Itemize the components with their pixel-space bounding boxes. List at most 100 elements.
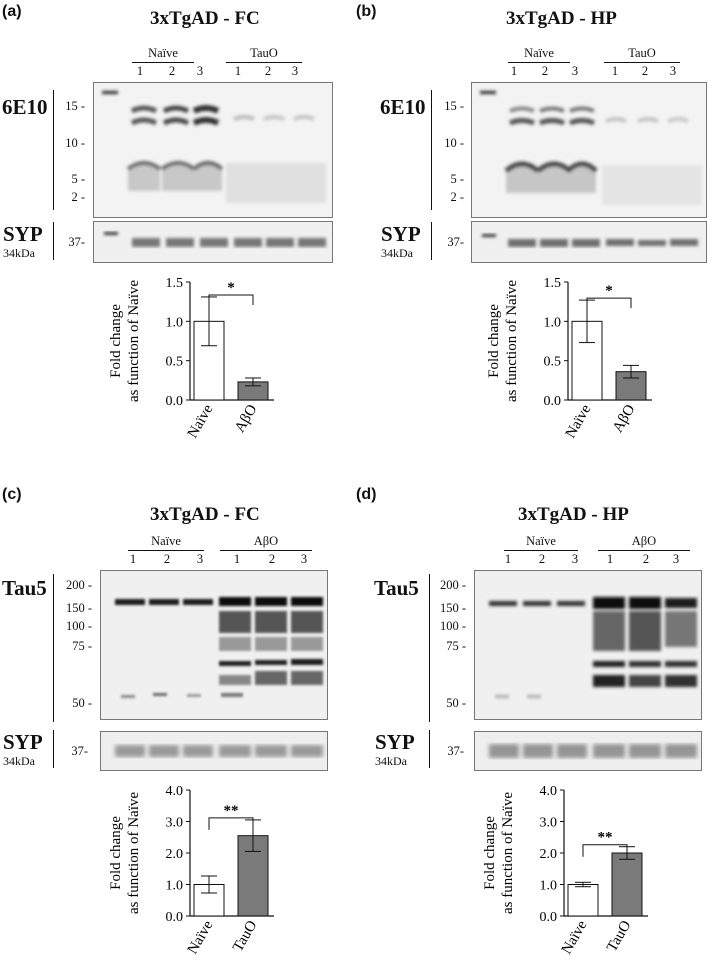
lane-number: 1 xyxy=(606,552,614,566)
loading-control-kda: 34kDa xyxy=(375,754,407,768)
mw-marker: 150 - xyxy=(65,601,92,615)
panel-letter: (d) xyxy=(356,486,377,503)
lane-number: 3 xyxy=(196,64,204,78)
group-label-left: Naïve xyxy=(132,46,194,63)
lane-number: 3 xyxy=(571,552,579,566)
lane-number: 2 xyxy=(268,552,276,566)
mw-marker: 2 - xyxy=(450,190,464,204)
y-tick-label: 2.0 xyxy=(166,847,184,862)
y-tick-label: 0.5 xyxy=(544,355,562,370)
lane-number: 1 xyxy=(611,64,619,78)
significance-marker: ** xyxy=(598,830,613,846)
y-tick-label: 1.5 xyxy=(166,276,184,291)
loading-bracket xyxy=(53,730,54,768)
loading-bracket xyxy=(431,222,432,260)
mw-marker: 10 - xyxy=(65,136,85,150)
lane-number: 1 xyxy=(233,552,241,566)
x-tick-label: AβO xyxy=(610,402,639,436)
bar-chart-svg: Fold change as function of Naïve 0.0 0.5 1.0… xyxy=(486,276,652,441)
quantification-chart: Fold change as function of Naïve 0.0 0.5 1.0… xyxy=(468,268,698,455)
lane-number: 2 xyxy=(168,64,176,78)
y-tick-label: 1.0 xyxy=(544,315,562,330)
mw-marker: 37- xyxy=(447,235,464,249)
loading-control-blot xyxy=(474,731,702,771)
antibody-label: 6E10 xyxy=(380,95,426,119)
blot-bracket xyxy=(53,574,54,722)
mw-marker: 50 - xyxy=(72,696,92,710)
x-tick-label: AβO xyxy=(232,402,261,436)
mw-marker: 5 - xyxy=(450,172,464,186)
y-tick-label: 0.5 xyxy=(166,355,184,370)
y-axis-label: as function of Naïve xyxy=(126,280,142,402)
lane-number: 2 xyxy=(641,64,649,78)
y-tick-label: 4.0 xyxy=(166,784,184,799)
loading-control-label: SYP xyxy=(3,222,43,246)
panel-title: 3xTgAD - FC xyxy=(150,504,260,525)
loading-control-label: SYP xyxy=(3,730,43,754)
x-tick-label: TauO xyxy=(230,918,260,955)
y-tick-label: 0.0 xyxy=(540,910,558,925)
group-label-left: Naïve xyxy=(508,46,570,63)
mw-marker: 37- xyxy=(447,744,464,758)
group-label-left: Naïve xyxy=(128,534,204,551)
mw-marker: 150 - xyxy=(439,601,466,615)
loading-control-blot xyxy=(93,221,333,263)
group-label-left: Naïve xyxy=(504,534,578,551)
mw-marker: 37- xyxy=(71,744,88,758)
panel-title: 3xTgAD - HP xyxy=(518,504,629,525)
mw-marker: 15 - xyxy=(65,99,85,113)
quantification-chart: Fold change as function of Naïve 0.0 1.0 2.0… xyxy=(464,776,694,971)
mw-marker: 200 - xyxy=(439,578,466,592)
lane-number: 1 xyxy=(234,64,242,78)
antibody-label: Tau5 xyxy=(2,576,47,600)
mw-marker: 5 - xyxy=(71,172,85,186)
panel-c: (c) 3xTgAD - FC Naïve AβO 1 2 3 1 2 3 Ta… xyxy=(0,486,354,972)
lane-number: 3 xyxy=(672,552,680,566)
mw-marker: 37- xyxy=(68,235,85,249)
loading-bracket xyxy=(53,222,54,260)
significance-bracket xyxy=(208,817,254,830)
panel-letter: (a) xyxy=(2,3,22,20)
mw-marker: 10 - xyxy=(444,136,464,150)
bar-chart-svg: Fold change as function of Naïve 0.0 0.5 1.0… xyxy=(108,276,274,441)
blot-bracket xyxy=(53,90,54,210)
lane-number: 1 xyxy=(504,552,512,566)
mw-marker: 15 - xyxy=(444,99,464,113)
western-blot-image xyxy=(474,570,702,720)
y-tick-label: 0.0 xyxy=(166,910,184,925)
loading-control-blot xyxy=(471,221,707,263)
western-blot-image xyxy=(100,570,328,720)
group-label-right: TauO xyxy=(604,46,680,63)
panel-letter: (b) xyxy=(356,3,377,20)
significance-marker: * xyxy=(227,280,235,296)
quantification-chart: Fold change as function of Naïve 0.0 0.5 1.0… xyxy=(90,268,320,455)
y-tick-label: 0.0 xyxy=(166,394,184,409)
significance-marker: * xyxy=(605,283,613,299)
western-blot-image xyxy=(471,82,707,218)
mw-marker: 100 - xyxy=(65,619,92,633)
significance-bracket xyxy=(582,844,628,857)
mw-marker: 200 - xyxy=(65,578,92,592)
lane-number: 3 xyxy=(571,64,579,78)
blot-bracket xyxy=(429,574,430,722)
y-tick-label: 1.0 xyxy=(166,315,184,330)
lane-number: 3 xyxy=(669,64,677,78)
loading-bracket xyxy=(429,730,430,768)
loading-control-kda: 34kDa xyxy=(381,246,413,260)
bar xyxy=(567,884,599,917)
mw-marker: 2 - xyxy=(71,190,85,204)
mw-marker: 100 - xyxy=(439,619,466,633)
bar-chart-svg: Fold change as function of Naïve 0.0 1.0 2.0… xyxy=(482,784,648,957)
y-tick-label: 3.0 xyxy=(166,816,184,831)
panel-d: (d) 3xTgAD - HP Naïve AβO 1 2 3 1 2 3 Ta… xyxy=(354,486,708,972)
y-tick-label: 3.0 xyxy=(540,816,558,831)
lane-number: 2 xyxy=(538,552,546,566)
y-tick-label: 4.0 xyxy=(540,784,558,799)
antibody-label: 6E10 xyxy=(2,95,48,119)
y-tick-label: 0.0 xyxy=(544,394,562,409)
panel-title: 3xTgAD - HP xyxy=(506,8,617,29)
blot-bracket xyxy=(431,90,432,210)
loading-control-kda: 34kDa xyxy=(3,754,35,768)
y-axis-label: Fold change xyxy=(108,304,124,378)
quantification-chart: Fold change as function of Naïve 0.0 1.0 2.0… xyxy=(90,776,320,971)
